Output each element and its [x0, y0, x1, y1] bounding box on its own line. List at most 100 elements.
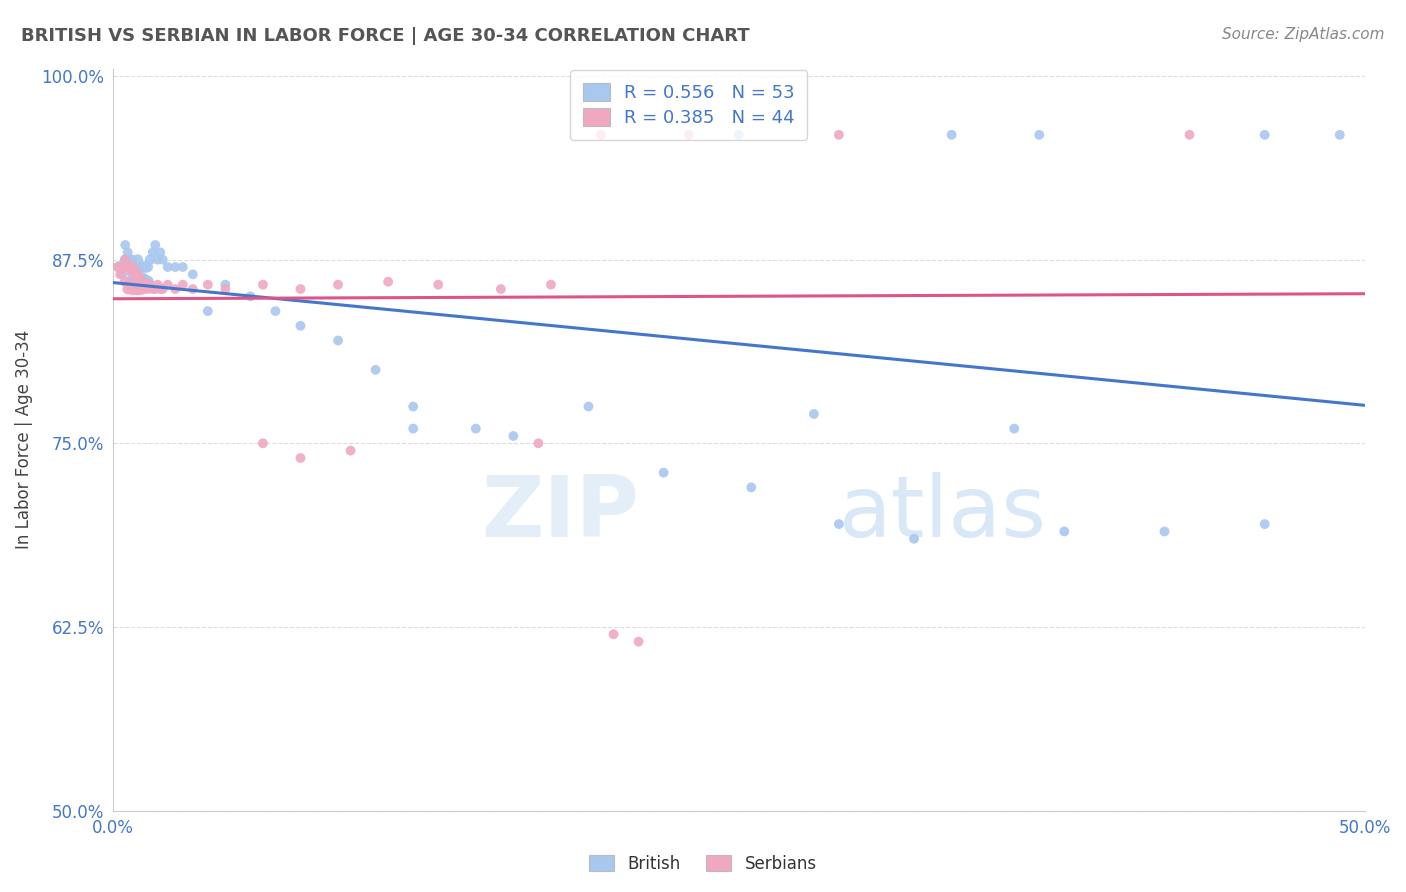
Point — [652, 466, 675, 480]
Point — [627, 634, 650, 648]
Point — [578, 400, 600, 414]
Point — [121, 268, 143, 282]
Point — [121, 260, 143, 274]
Point — [136, 282, 159, 296]
Point — [214, 277, 236, 292]
Point — [134, 277, 156, 292]
Point — [127, 268, 149, 282]
Point — [132, 282, 155, 296]
Point — [377, 275, 399, 289]
Point — [464, 422, 486, 436]
Point — [108, 260, 131, 274]
Point — [117, 282, 139, 296]
Point — [252, 277, 274, 292]
Point — [152, 282, 174, 296]
Point — [132, 277, 155, 292]
Point — [132, 275, 155, 289]
Point — [146, 277, 169, 292]
Point — [149, 282, 172, 296]
Point — [134, 275, 156, 289]
Point — [1329, 128, 1351, 142]
Point — [127, 275, 149, 289]
Point — [117, 260, 139, 274]
Point — [740, 480, 762, 494]
Point — [1253, 128, 1275, 142]
Text: ZIP: ZIP — [481, 472, 638, 556]
Point — [142, 282, 165, 296]
Point — [111, 268, 134, 282]
Point — [114, 252, 136, 267]
Point — [264, 304, 287, 318]
Point — [121, 252, 143, 267]
Point — [107, 260, 129, 274]
Point — [129, 272, 152, 286]
Point — [214, 282, 236, 296]
Point — [402, 400, 425, 414]
Legend: R = 0.556   N = 53, R = 0.385   N = 44: R = 0.556 N = 53, R = 0.385 N = 44 — [569, 70, 807, 140]
Point — [1178, 128, 1201, 142]
Point — [127, 268, 149, 282]
Point — [941, 128, 963, 142]
Point — [152, 252, 174, 267]
Point — [181, 282, 204, 296]
Point — [181, 268, 204, 282]
Point — [803, 407, 825, 421]
Point — [134, 260, 156, 274]
Point — [589, 128, 612, 142]
Point — [139, 277, 162, 292]
Point — [111, 260, 134, 274]
Point — [527, 436, 550, 450]
Point — [124, 275, 146, 289]
Point — [828, 517, 851, 532]
Point — [239, 289, 262, 303]
Point — [129, 260, 152, 274]
Point — [132, 272, 155, 286]
Text: Source: ZipAtlas.com: Source: ZipAtlas.com — [1222, 27, 1385, 42]
Point — [290, 282, 312, 296]
Point — [197, 277, 219, 292]
Legend: British, Serbians: British, Serbians — [581, 847, 825, 881]
Point — [129, 282, 152, 296]
Point — [156, 260, 179, 274]
Point — [129, 272, 152, 286]
Point — [172, 260, 194, 274]
Point — [326, 277, 349, 292]
Point — [197, 304, 219, 318]
Point — [1053, 524, 1076, 539]
Point — [172, 277, 194, 292]
Point — [326, 334, 349, 348]
Point — [828, 128, 851, 142]
Point — [727, 128, 749, 142]
Point — [364, 363, 387, 377]
Point — [143, 282, 166, 296]
Point — [114, 275, 136, 289]
Point — [117, 260, 139, 274]
Point — [290, 318, 312, 333]
Point — [1253, 517, 1275, 532]
Text: BRITISH VS SERBIAN IN LABOR FORCE | AGE 30-34 CORRELATION CHART: BRITISH VS SERBIAN IN LABOR FORCE | AGE … — [21, 27, 749, 45]
Point — [121, 277, 143, 292]
Point — [427, 277, 450, 292]
Point — [136, 275, 159, 289]
Point — [903, 532, 925, 546]
Point — [121, 282, 143, 296]
Point — [165, 282, 187, 296]
Point — [165, 260, 187, 274]
Y-axis label: In Labor Force | Age 30-34: In Labor Force | Age 30-34 — [15, 330, 32, 549]
Point — [502, 429, 524, 443]
Point — [252, 436, 274, 450]
Point — [117, 245, 139, 260]
Point — [139, 252, 162, 267]
Point — [1153, 524, 1175, 539]
Point — [124, 268, 146, 282]
Point — [142, 245, 165, 260]
Point — [108, 268, 131, 282]
Point — [1028, 128, 1050, 142]
Point — [120, 263, 142, 277]
Point — [127, 252, 149, 267]
Point — [143, 238, 166, 252]
Point — [129, 277, 152, 292]
Point — [1002, 422, 1025, 436]
Point — [132, 260, 155, 274]
Point — [678, 128, 700, 142]
